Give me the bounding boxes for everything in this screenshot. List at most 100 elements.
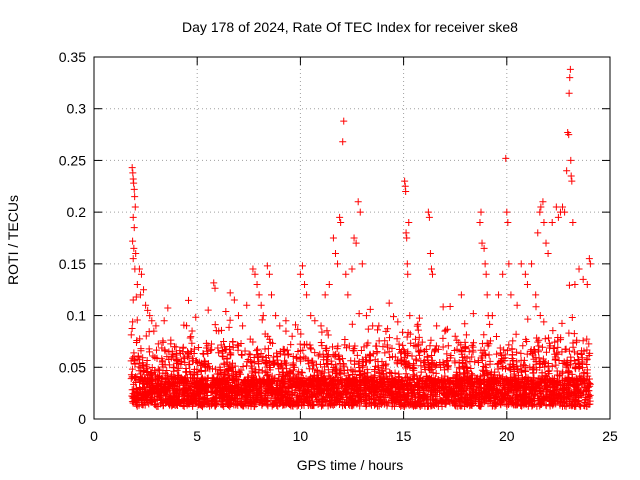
data-point-dense bbox=[422, 345, 430, 353]
data-point bbox=[402, 229, 410, 237]
data-point-dense bbox=[443, 383, 451, 391]
data-point-dense bbox=[457, 402, 465, 410]
data-point-dense bbox=[195, 343, 203, 351]
data-point-dense bbox=[193, 357, 201, 365]
data-point-dense bbox=[373, 387, 381, 395]
data-point-dense bbox=[324, 331, 332, 339]
data-point-dense bbox=[434, 375, 442, 383]
data-point-dense bbox=[385, 299, 393, 307]
data-point-dense bbox=[341, 381, 349, 389]
data-point-dense bbox=[473, 391, 481, 399]
data-point-dense bbox=[147, 370, 155, 378]
data-point-dense bbox=[558, 402, 566, 410]
data-point-dense bbox=[212, 400, 220, 408]
data-point-dense bbox=[330, 364, 338, 372]
data-point bbox=[552, 203, 560, 211]
data-point bbox=[296, 270, 304, 278]
data-point-dense bbox=[139, 361, 147, 369]
data-point-dense bbox=[221, 382, 229, 390]
data-point bbox=[265, 270, 273, 278]
data-point-dense bbox=[133, 316, 141, 324]
data-point bbox=[565, 89, 573, 97]
data-point-dense bbox=[580, 402, 588, 410]
data-point-dense bbox=[456, 376, 464, 384]
data-point-dense bbox=[329, 343, 337, 351]
data-point-dense bbox=[200, 380, 208, 388]
data-point-dense bbox=[581, 396, 589, 404]
data-point-dense bbox=[323, 352, 331, 360]
data-point-dense bbox=[586, 397, 594, 405]
data-point-dense bbox=[383, 341, 391, 349]
data-point-dense bbox=[229, 343, 237, 351]
data-point bbox=[257, 301, 265, 309]
data-point-dense bbox=[554, 337, 562, 345]
data-point bbox=[239, 322, 247, 330]
data-point-dense bbox=[344, 397, 352, 405]
data-point-dense bbox=[143, 369, 151, 377]
data-point-dense bbox=[129, 354, 137, 362]
data-point-dense bbox=[535, 387, 543, 395]
data-point-dense bbox=[282, 387, 290, 395]
data-point-dense bbox=[428, 351, 436, 359]
data-point-dense bbox=[246, 351, 254, 359]
data-point-dense bbox=[265, 352, 273, 360]
data-point-dense bbox=[360, 343, 368, 351]
y-tick-label: 0.35 bbox=[59, 49, 86, 65]
data-point-dense bbox=[305, 398, 313, 406]
data-point-dense bbox=[326, 373, 334, 381]
data-point-dense bbox=[478, 399, 486, 407]
data-point-dense bbox=[455, 398, 463, 406]
data-point-dense bbox=[316, 350, 324, 358]
data-point-dense bbox=[395, 378, 403, 386]
data-point-dense bbox=[248, 367, 256, 375]
data-point-dense bbox=[479, 349, 487, 357]
data-point-dense bbox=[241, 347, 249, 355]
data-point bbox=[528, 260, 536, 268]
data-point-dense bbox=[161, 392, 169, 400]
data-point-dense bbox=[222, 307, 230, 315]
data-point-dense bbox=[167, 336, 175, 344]
data-point-dense bbox=[410, 366, 418, 374]
data-point bbox=[427, 265, 435, 273]
data-point bbox=[136, 291, 144, 299]
data-point-dense bbox=[559, 395, 567, 403]
data-point bbox=[567, 156, 575, 164]
data-point-dense bbox=[322, 376, 330, 384]
data-point-dense bbox=[571, 363, 579, 371]
data-point-dense bbox=[154, 365, 162, 373]
data-point-dense bbox=[238, 351, 246, 359]
data-point-dense bbox=[357, 397, 365, 405]
data-point-dense bbox=[341, 402, 349, 410]
data-point bbox=[130, 244, 138, 252]
data-point-dense bbox=[434, 402, 442, 410]
data-point-dense bbox=[258, 395, 266, 403]
data-point-dense bbox=[471, 358, 479, 366]
data-point-dense bbox=[277, 394, 285, 402]
data-point bbox=[272, 312, 280, 320]
data-point-dense bbox=[179, 343, 187, 351]
data-point-dense bbox=[533, 402, 541, 410]
data-point-dense bbox=[283, 346, 291, 354]
data-point-dense bbox=[427, 376, 435, 384]
data-point-dense bbox=[491, 400, 499, 408]
data-point bbox=[331, 250, 339, 258]
data-point-dense bbox=[457, 347, 465, 355]
x-tick-label: 25 bbox=[602, 428, 618, 444]
data-point-dense bbox=[374, 357, 382, 365]
data-point-dense bbox=[222, 346, 230, 354]
data-point-dense bbox=[385, 385, 393, 393]
data-point-dense bbox=[284, 351, 292, 359]
data-point-dense bbox=[203, 347, 211, 355]
data-point bbox=[298, 262, 306, 270]
data-point-dense bbox=[215, 385, 223, 393]
data-point-dense bbox=[337, 382, 345, 390]
data-point-dense bbox=[523, 338, 531, 346]
data-point-dense bbox=[372, 400, 380, 408]
data-point-dense bbox=[548, 374, 556, 382]
data-point bbox=[135, 265, 143, 273]
data-point-dense bbox=[507, 366, 515, 374]
data-point-dense bbox=[270, 360, 278, 368]
data-point-dense bbox=[264, 332, 272, 340]
data-point-dense bbox=[418, 338, 426, 346]
data-point-dense bbox=[519, 342, 527, 350]
